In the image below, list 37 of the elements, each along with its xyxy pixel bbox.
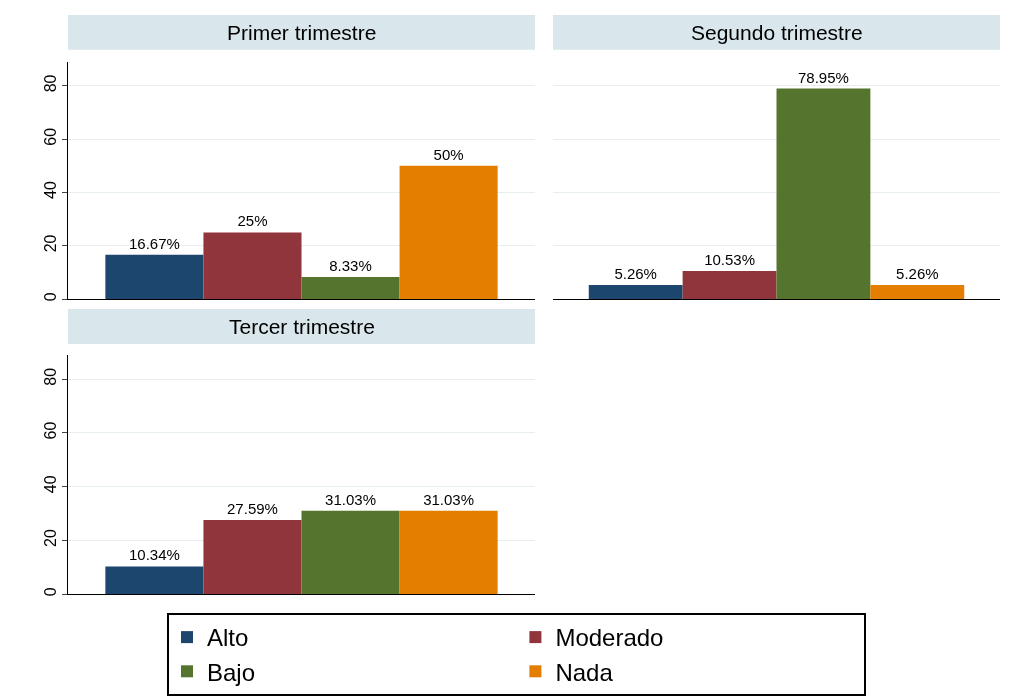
bar [301,276,400,300]
data-label: 50% [433,145,464,163]
y-tick-label: 0 [41,292,59,302]
bar [399,510,498,595]
data-label: 8.33% [329,256,372,274]
y-tick-label: 80 [41,367,59,386]
bar [203,520,302,595]
data-label: 25% [237,212,268,230]
bar [203,232,302,300]
y-tick-label: 60 [41,421,59,440]
bar [399,165,498,300]
legend-label: Bajo [207,658,256,686]
data-label: 31.03% [423,490,475,508]
data-label: 27.59% [227,500,278,518]
data-label: 10.34% [128,546,180,564]
data-label: 10.53% [704,251,755,269]
y-tick-label: 40 [41,181,59,199]
data-label: 16.67% [128,234,180,252]
bar [301,510,400,595]
chart-title: Tercer trimestre [229,315,375,338]
data-label: 31.03% [325,490,376,508]
legend-label: Nada [555,658,614,686]
y-tick-label: 80 [41,74,59,93]
chart-title: Segundo trimestre [691,21,863,44]
y-tick-label: 0 [41,587,59,597]
y-tick-label: 20 [41,234,59,253]
y-tick-label: 20 [41,529,59,548]
y-tick-label: 40 [41,475,59,494]
y-tick-label: 60 [41,127,59,146]
data-label: 5.26% [896,265,939,283]
bar [105,254,204,300]
legend-label: Alto [207,624,249,652]
data-label: 5.26% [614,265,657,283]
chart-title: Primer trimestre [227,21,377,44]
legend-label: Moderado [555,624,664,652]
data-label: 78.95% [798,68,849,86]
bar [105,566,204,595]
